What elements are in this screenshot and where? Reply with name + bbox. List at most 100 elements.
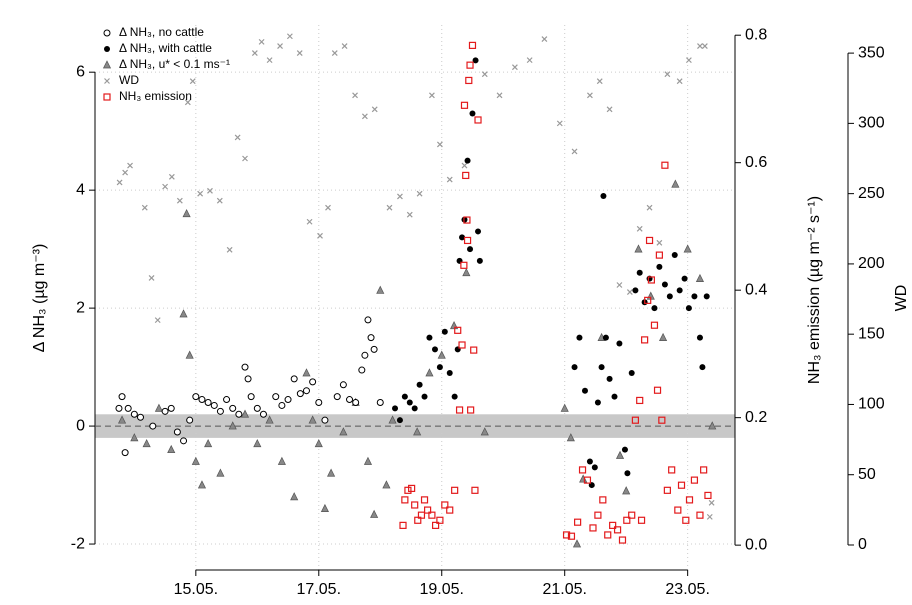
triangle	[339, 427, 348, 436]
open-circle	[103, 29, 111, 37]
y2-tick-label: 0.0	[745, 536, 767, 553]
cross	[104, 78, 110, 84]
triangle	[191, 456, 200, 465]
open-circle	[253, 404, 261, 412]
cross	[325, 204, 331, 211]
cross	[685, 57, 692, 64]
filled-circle	[459, 234, 466, 241]
square	[663, 486, 671, 494]
filled-circle	[392, 405, 399, 412]
open-circle	[223, 396, 231, 404]
triangle	[480, 427, 489, 436]
legend-label: Δ NH₃, with cattle	[119, 41, 212, 55]
filled-circle	[446, 369, 453, 376]
triangle	[566, 433, 575, 442]
open-circle	[296, 390, 304, 398]
triangle	[659, 332, 668, 341]
triangle	[302, 368, 311, 377]
y3-tick-label: 100	[858, 396, 885, 413]
square	[404, 486, 412, 494]
triangle	[615, 450, 625, 459]
cross	[127, 162, 133, 169]
square	[653, 386, 662, 394]
cross	[352, 92, 358, 99]
filled-circle	[636, 269, 643, 276]
triangle	[320, 503, 329, 513]
triangle	[167, 444, 176, 454]
cross	[154, 317, 161, 324]
filled-circle	[396, 417, 403, 424]
square	[463, 216, 471, 224]
cross	[207, 187, 213, 194]
square	[583, 476, 592, 484]
open-circle	[130, 410, 138, 418]
square	[658, 416, 666, 424]
open-circle	[346, 396, 354, 404]
cross	[606, 106, 613, 113]
open-circle	[284, 396, 292, 404]
square	[645, 236, 654, 245]
square	[466, 61, 474, 69]
open-circle	[278, 401, 286, 409]
y2-tick-label: 0.6	[745, 154, 767, 171]
square	[474, 116, 482, 124]
y2-tick-label: 0.4	[745, 281, 767, 298]
triangle	[695, 273, 705, 282]
triangle	[185, 350, 194, 359]
filled-circle	[600, 193, 607, 200]
cross	[258, 38, 265, 45]
triangle	[154, 403, 164, 412]
filled-circle	[464, 157, 471, 164]
square	[604, 531, 612, 539]
triangle	[388, 415, 397, 424]
triangle	[425, 368, 434, 377]
square	[650, 321, 659, 329]
open-circle	[235, 410, 243, 418]
cross	[596, 78, 603, 85]
open-circle	[315, 398, 323, 406]
square	[103, 93, 111, 101]
triangle	[204, 438, 213, 448]
filled-circle	[476, 257, 483, 264]
open-circle	[259, 410, 267, 418]
cross	[331, 50, 338, 57]
filled-circle	[586, 458, 593, 465]
open-circle	[192, 393, 200, 401]
cross	[406, 211, 413, 218]
filled-circle	[656, 263, 663, 270]
square	[460, 261, 468, 269]
square	[408, 484, 416, 493]
open-circle	[198, 396, 206, 404]
square	[455, 406, 464, 414]
y3-tick-label: 50	[858, 466, 876, 483]
filled-circle	[651, 305, 658, 312]
y-tick-label: 6	[76, 63, 85, 80]
cross	[116, 179, 123, 186]
filled-circle	[571, 364, 578, 371]
triangle	[197, 480, 207, 489]
open-circle	[358, 366, 366, 374]
square	[655, 251, 663, 259]
y3-tick-label: 250	[858, 185, 885, 202]
cross	[436, 141, 443, 148]
triangle	[413, 427, 422, 436]
open-circle	[361, 351, 369, 359]
square	[562, 531, 571, 539]
square	[465, 76, 473, 85]
x-tick-label: 23.05.	[665, 581, 709, 598]
cross	[341, 43, 348, 50]
triangle	[376, 285, 385, 294]
square	[462, 171, 470, 180]
cross	[184, 99, 191, 106]
triangle	[130, 433, 139, 442]
square	[623, 516, 631, 524]
square	[399, 521, 407, 529]
cross	[511, 64, 518, 71]
cross	[697, 43, 703, 50]
filled-circle	[671, 252, 678, 259]
open-circle	[121, 449, 129, 457]
filled-circle	[416, 381, 423, 388]
filled-circle	[411, 405, 418, 412]
open-circle	[167, 404, 175, 412]
square	[589, 524, 597, 532]
